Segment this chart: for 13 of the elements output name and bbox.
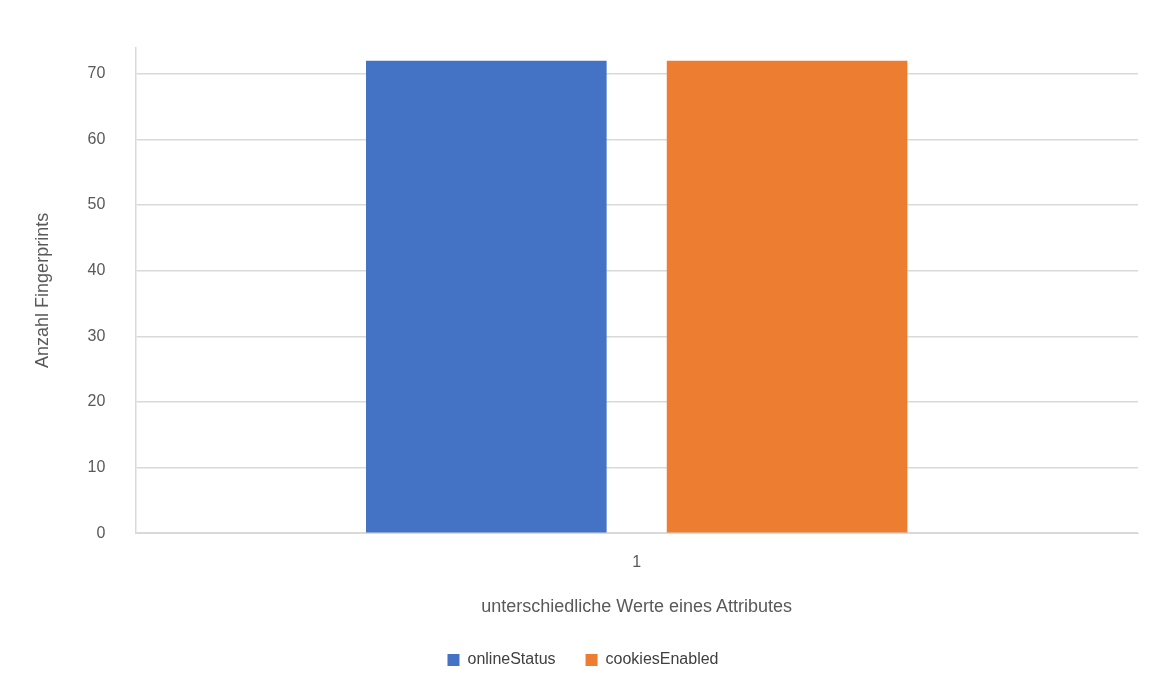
y-tick-label: 30 (87, 326, 106, 344)
y-tick-label: 20 (87, 392, 106, 410)
y-tick-label: 10 (87, 457, 106, 475)
y-axis-title: Anzahl Fingerprints (31, 212, 52, 368)
x-tick-label: 1 (632, 553, 642, 571)
y-tick-label: 70 (87, 64, 106, 82)
y-tick-label: 60 (87, 129, 106, 147)
legend-label: onlineStatus (467, 650, 556, 668)
y-tick-label: 40 (87, 261, 106, 279)
y-tick-label: 0 (96, 523, 106, 541)
y-tick-label: 50 (87, 195, 106, 213)
x-axis-title: unterschiedliche Werte eines Attributes (481, 596, 793, 617)
legend-label: cookiesEnabled (605, 650, 719, 668)
